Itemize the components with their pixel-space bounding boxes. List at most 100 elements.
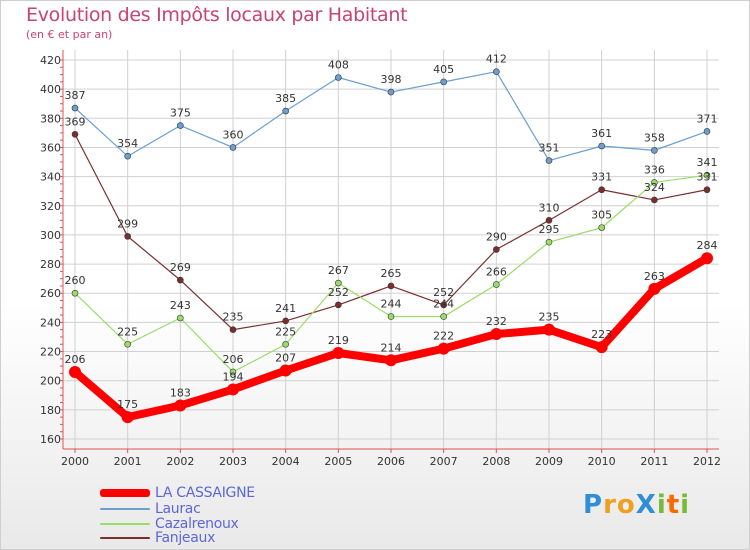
point-laurac-2002 (177, 122, 184, 129)
point-la-cassaigne-2007 (437, 342, 450, 355)
y-tick-label-220: 220 (40, 346, 61, 359)
data-label-cazalrenoux-2005: 267 (328, 264, 349, 277)
point-laurac-2003 (229, 144, 237, 151)
legend-item-la-cassaigne: LA CASSAIGNE (100, 484, 255, 501)
data-label-layer: 369 299 269 235 241 252 265 252 290 310 331 324 331 2… (65, 53, 718, 411)
legend-item-cazalrenoux: Cazalrenoux (100, 517, 239, 531)
x-tick-label-2010: 2010 (588, 455, 616, 468)
legend-swatch-laurac (100, 507, 150, 510)
data-label-la-cassaigne-2000: 206 (65, 353, 86, 366)
point-la-cassaigne-2004 (279, 364, 292, 377)
point-fanjeaux-2002 (177, 276, 184, 284)
x-tick-label-2005: 2005 (324, 455, 352, 468)
point-cazalrenoux-2006 (387, 313, 395, 320)
x-tick-label-2007: 2007 (430, 455, 458, 468)
data-label-la-cassaigne-2012: 284 (697, 239, 718, 252)
data-label-laurac-2007: 405 (433, 63, 454, 76)
point-fanjeaux-2004 (282, 317, 289, 325)
y-tick-label-300: 300 (40, 229, 61, 242)
logo-letter: r (603, 490, 617, 520)
data-label-cazalrenoux-2007: 244 (433, 298, 454, 311)
data-label-la-cassaigne-2008: 232 (486, 315, 507, 328)
point-cazalrenoux-2009 (545, 238, 553, 246)
legend-item-laurac: Laurac (100, 502, 201, 516)
data-label-laurac-2001: 354 (117, 137, 138, 150)
x-tick-label-2006: 2006 (377, 455, 405, 468)
point-cazalrenoux-2012 (703, 171, 711, 179)
data-label-cazalrenoux-2001: 225 (117, 325, 138, 338)
data-label-cazalrenoux-2010: 305 (591, 209, 612, 222)
data-label-cazalrenoux-2008: 266 (486, 265, 507, 278)
data-label-fanjeaux-2012: 331 (697, 171, 718, 184)
logo-letter: X (635, 490, 657, 520)
x-tick-label-2003: 2003 (219, 455, 247, 468)
y-tick-label-280: 280 (40, 258, 61, 271)
data-label-fanjeaux-2001: 299 (117, 217, 138, 230)
point-cazalrenoux-2001 (124, 340, 131, 348)
data-label-cazalrenoux-2009: 295 (539, 223, 560, 236)
point-cazalrenoux-2011 (651, 179, 658, 186)
x-tick-label-2002: 2002 (166, 455, 194, 468)
point-fanjeaux-2003 (229, 326, 237, 333)
point-laurac-2011 (651, 147, 658, 154)
data-label-cazalrenoux-2004: 225 (275, 325, 296, 338)
data-label-la-cassaigne-2005: 219 (328, 334, 349, 347)
point-laurac-2000 (71, 104, 79, 112)
data-label-fanjeaux-2009: 310 (539, 201, 560, 214)
y-tick-label-160: 160 (40, 433, 61, 446)
data-label-laurac-2009: 351 (539, 142, 560, 155)
x-tick-label-2011: 2011 (640, 455, 668, 468)
point-laurac-2005 (335, 74, 342, 81)
data-label-cazalrenoux-2011: 336 (644, 163, 665, 176)
legend-swatch-cazalrenoux (100, 522, 150, 525)
data-label-la-cassaigne-2003: 194 (223, 370, 244, 383)
chart-title: Evolution des Impôts locaux par Habitant (26, 4, 408, 26)
point-cazalrenoux-2003 (229, 368, 237, 376)
legend-swatch-la-cassaigne (100, 488, 150, 497)
y-tick-label-180: 180 (40, 404, 61, 417)
logo-letter: i (680, 490, 691, 520)
data-label-cazalrenoux-2000: 260 (65, 274, 86, 287)
point-la-cassaigne-2002 (174, 399, 187, 412)
data-label-la-cassaigne-2001: 175 (117, 398, 138, 411)
point-la-cassaigne-2003 (227, 383, 239, 396)
point-la-cassaigne-2010 (595, 341, 608, 354)
point-laurac-2001 (124, 152, 131, 160)
x-tick-label-2008: 2008 (482, 455, 510, 468)
data-label-laurac-2010: 361 (591, 127, 612, 140)
legend-label-la-cassaigne: LA CASSAIGNE (155, 484, 255, 501)
point-fanjeaux-2006 (387, 282, 395, 290)
y-tick-label-420: 420 (40, 54, 61, 67)
logo-letter: t (666, 490, 681, 520)
data-label-la-cassaigne-2010: 223 (591, 328, 612, 341)
data-label-fanjeaux-2004: 241 (275, 302, 296, 315)
data-label-la-cassaigne-2009: 235 (539, 311, 560, 324)
point-cazalrenoux-2004 (282, 340, 289, 348)
point-laurac-2004 (282, 107, 289, 115)
axis-layer: 160 180 200 220 240 260 280 300 320 340 360 380 400 4… (40, 50, 721, 468)
y-tick-label-260: 260 (40, 287, 61, 300)
data-label-cazalrenoux-2003: 206 (223, 353, 244, 366)
point-la-cassaigne-2008 (490, 328, 503, 341)
data-label-laurac-2011: 358 (644, 131, 665, 144)
logo-letter: o (616, 490, 636, 520)
point-laurac-2010 (598, 142, 605, 150)
x-tick-label-2009: 2009 (535, 455, 563, 468)
point-cazalrenoux-2002 (177, 314, 184, 322)
point-fanjeaux-2008 (493, 246, 500, 253)
data-label-la-cassaigne-2004: 207 (275, 351, 296, 364)
x-tick-label-2004: 2004 (272, 455, 300, 468)
point-laurac-2012 (703, 128, 711, 135)
point-la-cassaigne-2009 (543, 323, 555, 336)
data-label-cazalrenoux-2006: 244 (381, 298, 402, 311)
point-fanjeaux-2011 (651, 196, 658, 204)
point-cazalrenoux-2000 (71, 289, 79, 297)
data-label-fanjeaux-2006: 265 (381, 267, 402, 280)
point-cazalrenoux-2010 (598, 224, 605, 231)
x-tick-label-2012: 2012 (693, 455, 721, 468)
point-fanjeaux-2005 (335, 301, 342, 309)
data-label-cazalrenoux-2002: 243 (170, 299, 191, 312)
point-fanjeaux-2009 (545, 217, 553, 224)
point-laurac-2008 (493, 68, 500, 75)
